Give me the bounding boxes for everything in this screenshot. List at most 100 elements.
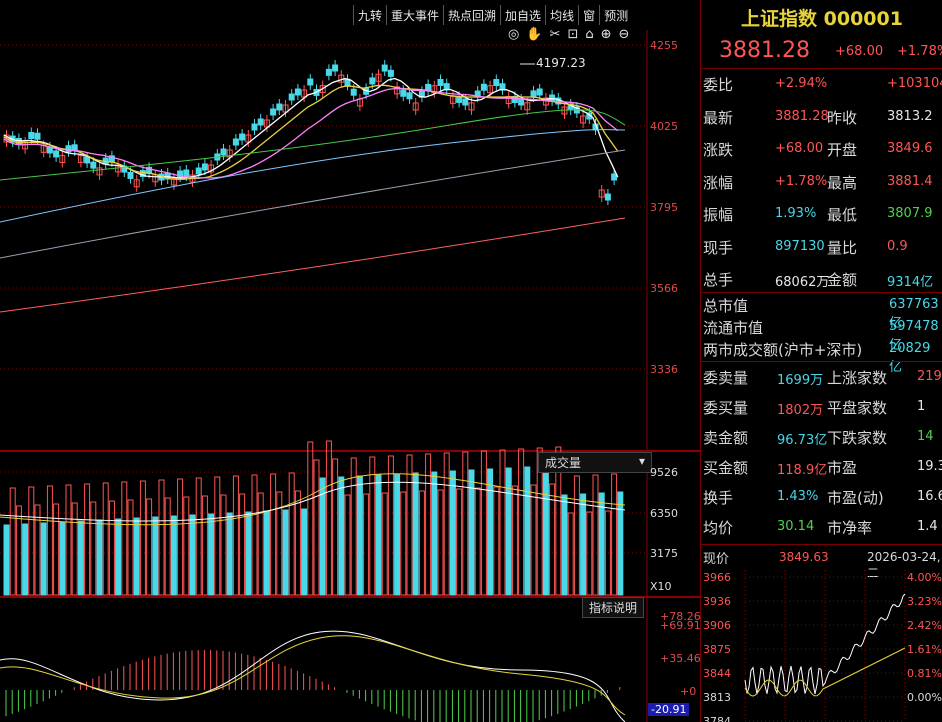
candle-body [195,167,202,175]
volume-bar [239,493,246,596]
stat-value: 16.6 [917,489,942,504]
divider [701,361,942,362]
volume-bar [375,474,382,596]
stat-value: 1 [917,399,926,414]
volume-bar [263,510,270,596]
candle-body [394,86,401,95]
intraday-avg-line [744,647,906,697]
volume-bar [59,521,66,596]
stat-value: 1699万 [777,373,824,388]
candle-body [28,131,35,139]
quote-field-value: 9314亿 [887,275,934,290]
volume-bar [394,473,401,596]
zoom-in-icon[interactable]: ⊕ [600,27,612,42]
candle-body [524,102,531,111]
price-axis-label: 3566 [650,282,678,295]
candle-body [133,179,140,188]
volume-selector[interactable]: 成交量 ▾ [538,452,652,473]
volume-bar [84,483,91,596]
candle-body [598,189,605,198]
volume-bar [511,485,518,596]
volume-bar [381,492,388,596]
toolbar-add-watchlist[interactable]: 加自选 [500,5,545,25]
candlestick-chart[interactable] [0,0,700,722]
volume-bar [493,486,500,596]
quote-field-value: 897130 [775,238,825,254]
volume-bar [34,504,41,596]
stat-value: 219 [917,369,942,384]
stat-label: 换手 [703,489,734,507]
candle-body [549,94,556,102]
toolbar-jiuzhuan[interactable]: 九转 [353,5,386,25]
quote-row: 涨跌 +68.00 开盘 3849.6 [703,135,942,165]
stat-value: 14 [917,429,934,444]
candle-body [580,115,587,124]
market-stat-row: 委买量 1802万 平盘家数 1 [703,394,942,424]
candle-body [232,138,239,146]
candle-body [177,170,184,178]
candle-body [325,68,332,76]
market-cap-label: 总市值 [703,297,749,315]
volume-bar [90,501,97,596]
crop-icon[interactable]: ⊡ [567,27,579,42]
scissors-icon[interactable]: ✂ [549,27,561,42]
volume-bar [524,466,531,596]
volume-bar [586,511,593,596]
volume-bar [480,450,487,596]
stat-value: 30.14 [777,519,815,534]
toolbar-window[interactable]: 窗 [578,5,599,25]
volume-bar [617,491,624,596]
eye-icon[interactable]: ◎ [508,27,520,42]
hand-icon[interactable]: ✋ [526,27,543,42]
candle-body [493,79,500,87]
quote-field-label: 涨幅 [703,173,734,192]
volume-bar [350,457,357,596]
volume-bar [344,494,351,596]
candle-body [604,193,611,201]
market-stat-row: 换手 1.43% 市盈(动) 16.6 [703,484,942,514]
candle-body [53,150,60,158]
quote-field-label: 昨收 [827,108,858,127]
candle-body [375,73,382,82]
toolbar-major-events[interactable]: 重大事件 [386,5,443,25]
stat-label: 下跌家数 [827,429,888,447]
quote-panel: 上证指数 000001 3881.28 +68.00 +1.78% 委比 +2.9… [700,0,942,722]
ma250-line [0,217,626,313]
candle-body [319,85,326,94]
candle-body [90,161,97,169]
index-change-pct: +1.78% [897,44,942,59]
candle-body [65,145,72,153]
volume-unit-label: X10 [650,580,672,593]
quote-field-label: 最低 [827,206,858,224]
intraday-price: 3849.63 [779,550,829,564]
volume-bar [598,492,605,596]
intraday-chart[interactable]: 现价 3849.63 2026-03-24,二 3966 3936 3906 3875… [701,546,942,722]
quote-field-value: 68062万 [775,275,830,290]
volume-bar [232,475,239,596]
toolbar-moving-average[interactable]: 均线 [545,5,578,25]
quote-field-label: 总手 [703,271,734,289]
candle-body [462,98,469,106]
indicator-help-button[interactable]: 指标说明 [582,597,645,618]
stat-value: 1.43% [777,489,819,504]
volume-selector-label: 成交量 [545,456,582,470]
indicator-cursor-value: -20.91 [648,703,690,716]
volume-bar [363,493,370,596]
candle-body [270,108,277,116]
quote-field-label: 委比 [703,76,734,94]
quote-field-value: 3881.28 [775,108,829,124]
toolbar-hotspot-review[interactable]: 热点回溯 [443,5,500,25]
toolbar-forecast[interactable]: 预测 [599,5,632,25]
candle-body [468,102,475,111]
ma120-line [0,129,626,223]
price-axis-label: 4255 [650,39,678,52]
ma5-line [3,77,619,179]
volume-bar [555,446,562,596]
zoom-out-icon[interactable]: ⊖ [618,27,630,42]
stat-value: 1802万 [777,403,824,418]
intraday-price-line [744,593,906,695]
volume-bar [462,451,469,596]
lock-icon[interactable]: ⌂ [585,27,594,42]
volume-bar [611,473,618,596]
candle-body [425,83,432,91]
